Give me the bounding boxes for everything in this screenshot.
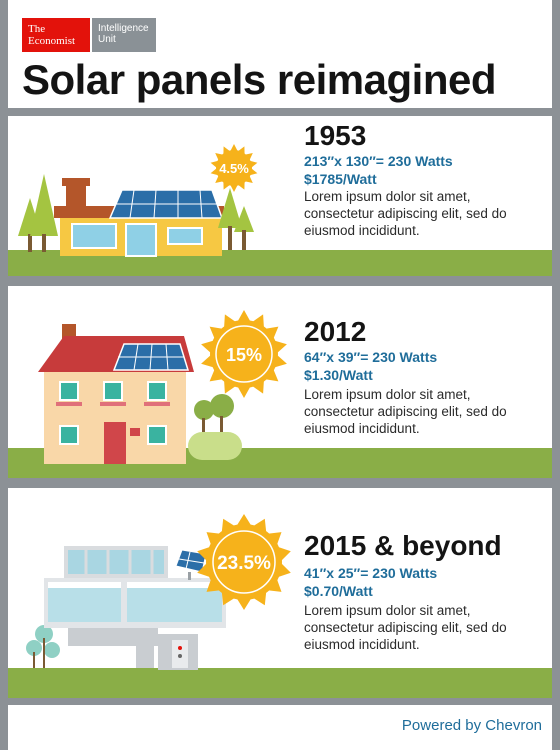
tree-icon	[26, 640, 42, 656]
description: Lorem ipsum dolor sit amet, consectetur …	[304, 603, 507, 652]
dimensions-label: 213″x 130″= 230 Watts	[304, 153, 453, 169]
tree-icon	[44, 642, 60, 658]
panel-2015-beyond: 23.5% 2015 & beyond 41″x 25″= 230 Watts …	[8, 488, 552, 698]
description: Lorem ipsum dolor sit amet, consectetur …	[304, 387, 507, 436]
dimensions-label: 41″x 25″= 230 Watts	[304, 565, 438, 581]
unit-line-2: Unit	[98, 34, 116, 45]
dimensions-label: 64″x 39″= 230 Watts	[304, 349, 438, 365]
economist-logo: The Economist	[22, 18, 90, 52]
logo-line-1: The	[28, 23, 46, 35]
year-label: 1953	[304, 120, 367, 151]
header: The Economist Intelligence Unit Solar pa…	[8, 0, 552, 108]
bush-icon	[210, 394, 234, 418]
price-label: $1785/Watt	[304, 171, 377, 187]
tree-icon	[35, 625, 53, 643]
efficiency-label: 23.5%	[217, 553, 271, 574]
tree-icon	[218, 188, 242, 228]
efficiency-label: 4.5%	[219, 161, 249, 176]
divider	[0, 108, 560, 116]
efficiency-label: 15%	[226, 345, 262, 365]
right-border	[552, 0, 560, 750]
intelligence-unit-logo: Intelligence Unit	[92, 18, 156, 52]
powered-by-link[interactable]: Powered by Chevron	[401, 717, 542, 734]
sun-icon: 15%	[201, 310, 287, 398]
panel-1953: 4.5% 1953 213″x 130″= 230 Watts $1785/Wa…	[8, 116, 552, 276]
unit-line-1: Intelligence	[98, 23, 149, 34]
price-label: $1.30/Watt	[304, 367, 373, 383]
bush-icon	[194, 400, 214, 420]
divider	[0, 478, 560, 488]
description: Lorem ipsum dolor sit amet, consectetur …	[304, 189, 507, 238]
tree-icon	[30, 174, 58, 236]
price-label: $0.70/Watt	[304, 583, 373, 599]
ground	[8, 668, 552, 698]
hedge-icon	[188, 432, 242, 460]
year-label: 2015 & beyond	[304, 530, 502, 561]
panel-2012: 15% 2012 64″x 39″= 230 Watts $1.30/Watt …	[8, 286, 552, 478]
house-1953-illustration: 4.5%	[18, 144, 258, 257]
house-2012-illustration: 15%	[38, 310, 287, 464]
tree-icon	[234, 206, 254, 232]
left-border	[0, 0, 8, 750]
logo-line-2: Economist	[28, 35, 76, 47]
year-label: 2012	[304, 316, 367, 347]
house-2015-illustration: 23.5%	[26, 514, 291, 670]
divider	[0, 276, 560, 286]
sun-icon: 23.5%	[197, 514, 291, 610]
page-title: Solar panels reimagined	[22, 56, 497, 103]
divider	[0, 698, 560, 705]
sun-icon: 4.5%	[210, 144, 258, 192]
footer: Powered by Chevron	[8, 705, 552, 750]
